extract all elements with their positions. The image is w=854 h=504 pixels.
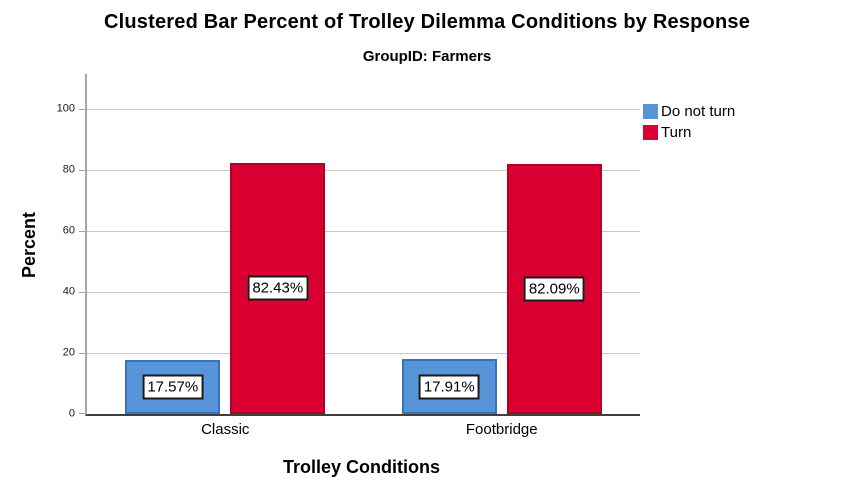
legend-label-do-not-turn: Do not turn <box>661 103 736 120</box>
category-label-classic: Classic <box>201 421 250 438</box>
category-label-footbridge: Footbridge <box>465 421 538 438</box>
data-label-turn-classic: 82.43% <box>247 275 309 301</box>
gridline-100 <box>87 109 640 110</box>
bar-turn-classic: 82.43% <box>230 162 326 414</box>
bar-do-not-turn-footbridge: 17.91% <box>401 359 497 414</box>
y-tick-label-40: 40 <box>62 285 75 298</box>
x-axis-title: Trolley Conditions <box>282 457 440 477</box>
y-tick-mark-60 <box>79 231 87 232</box>
gridline-20 <box>87 353 640 354</box>
bar-do-not-turn-classic: 17.57% <box>125 360 221 414</box>
category-labels: Classic Footbridge <box>87 421 640 441</box>
data-label-do-not-turn-classic: 17.57% <box>142 374 204 400</box>
y-tick-label-20: 20 <box>62 346 75 359</box>
legend-swatch-turn-icon <box>643 125 658 140</box>
data-label-turn-footbridge: 82.09% <box>523 276 585 302</box>
gridline-80 <box>87 170 640 171</box>
chart-title: Clustered Bar Percent of Trolley Dilemma… <box>103 11 751 33</box>
y-tick-mark-40 <box>79 292 87 293</box>
y-tick-label-60: 60 <box>62 224 75 237</box>
y-tick-mark-0 <box>79 413 87 414</box>
legend-entry-turn: Turn <box>643 122 735 143</box>
bar-group-footbridge: 17.91% 82.09% <box>401 163 602 414</box>
legend-label-turn: Turn <box>661 124 692 141</box>
y-tick-mark-100 <box>79 109 87 110</box>
plot-area: 0 20 40 60 80 100 17.57% 82.43% 17.91% 82.09% <box>57 74 640 419</box>
legend-swatch-do-not-turn-icon <box>643 104 658 119</box>
bar-group-classic: 17.57% 82.43% <box>125 162 326 414</box>
legend: Do not turn Turn <box>643 101 735 143</box>
data-label-do-not-turn-footbridge: 17.91% <box>418 374 480 400</box>
legend-entry-do-not-turn: Do not turn <box>643 101 735 122</box>
y-tick-mark-80 <box>79 170 87 171</box>
gridline-40 <box>87 292 640 293</box>
gridline-60 <box>87 231 640 232</box>
y-tick-label-80: 80 <box>62 163 75 176</box>
y-tick-label-0: 0 <box>68 407 75 420</box>
y-tick-label-100: 100 <box>56 102 75 115</box>
bar-turn-footbridge: 82.09% <box>506 163 602 414</box>
y-tick-mark-20 <box>79 353 87 354</box>
chart-subtitle: GroupID: Farmers <box>362 48 492 65</box>
